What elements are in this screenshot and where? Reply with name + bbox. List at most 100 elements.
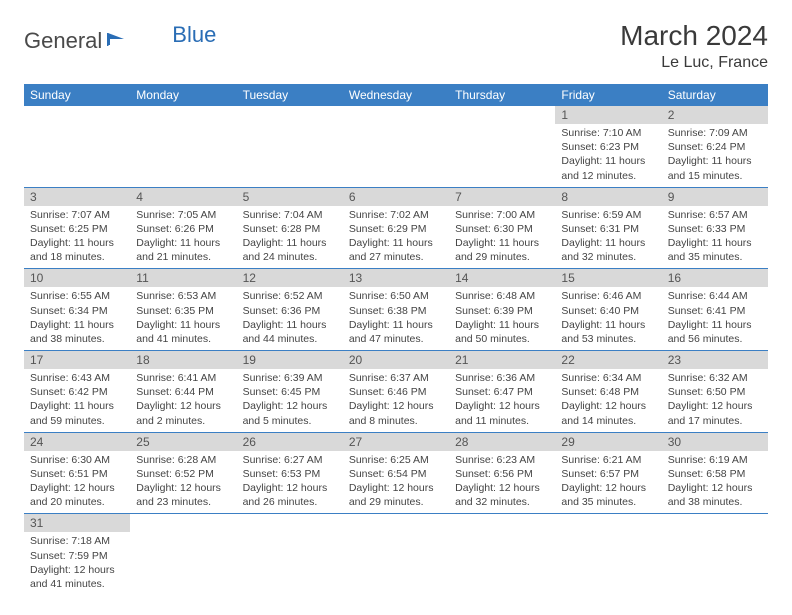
sunrise-line: Sunrise: 7:02 AM [349, 208, 443, 222]
sunrise-line: Sunrise: 6:37 AM [349, 371, 443, 385]
calendar-day-cell [237, 106, 343, 187]
calendar-day-cell [24, 106, 130, 187]
weekday-header: Thursday [449, 84, 555, 106]
calendar-day-cell: 6Sunrise: 7:02 AMSunset: 6:29 PMDaylight… [343, 187, 449, 269]
day-details: Sunrise: 7:09 AMSunset: 6:24 PMDaylight:… [662, 124, 768, 187]
day-details: Sunrise: 6:46 AMSunset: 6:40 PMDaylight:… [555, 287, 661, 350]
day-details: Sunrise: 6:27 AMSunset: 6:53 PMDaylight:… [237, 451, 343, 514]
day-details: Sunrise: 6:43 AMSunset: 6:42 PMDaylight:… [24, 369, 130, 432]
day-number: 17 [24, 351, 130, 369]
sunset-line: Sunset: 6:48 PM [561, 385, 655, 399]
calendar-day-cell: 18Sunrise: 6:41 AMSunset: 6:44 PMDayligh… [130, 351, 236, 433]
calendar-day-cell: 17Sunrise: 6:43 AMSunset: 6:42 PMDayligh… [24, 351, 130, 433]
sunset-line: Sunset: 6:53 PM [243, 467, 337, 481]
day-details: Sunrise: 7:10 AMSunset: 6:23 PMDaylight:… [555, 124, 661, 187]
daylight-line: Daylight: 12 hours and 23 minutes. [136, 481, 230, 509]
sunset-line: Sunset: 7:59 PM [30, 549, 124, 563]
sunrise-line: Sunrise: 7:09 AM [668, 126, 762, 140]
sunset-line: Sunset: 6:44 PM [136, 385, 230, 399]
calendar-week-row: 17Sunrise: 6:43 AMSunset: 6:42 PMDayligh… [24, 351, 768, 433]
calendar-day-cell: 1Sunrise: 7:10 AMSunset: 6:23 PMDaylight… [555, 106, 661, 187]
weekday-header: Saturday [662, 84, 768, 106]
daylight-line: Daylight: 12 hours and 38 minutes. [668, 481, 762, 509]
sunrise-line: Sunrise: 6:39 AM [243, 371, 337, 385]
daylight-line: Daylight: 11 hours and 53 minutes. [561, 318, 655, 346]
weekday-header: Wednesday [343, 84, 449, 106]
calendar-day-cell [449, 106, 555, 187]
day-details: Sunrise: 7:07 AMSunset: 6:25 PMDaylight:… [24, 206, 130, 269]
sunrise-line: Sunrise: 6:25 AM [349, 453, 443, 467]
weekday-header-row: Sunday Monday Tuesday Wednesday Thursday… [24, 84, 768, 106]
sunset-line: Sunset: 6:50 PM [668, 385, 762, 399]
calendar-day-cell: 31Sunrise: 7:18 AMSunset: 7:59 PMDayligh… [24, 514, 130, 595]
day-number: 9 [662, 188, 768, 206]
calendar-week-row: 1Sunrise: 7:10 AMSunset: 6:23 PMDaylight… [24, 106, 768, 187]
day-details: Sunrise: 7:05 AMSunset: 6:26 PMDaylight:… [130, 206, 236, 269]
calendar-day-cell: 16Sunrise: 6:44 AMSunset: 6:41 PMDayligh… [662, 269, 768, 351]
day-details: Sunrise: 6:41 AMSunset: 6:44 PMDaylight:… [130, 369, 236, 432]
day-number: 6 [343, 188, 449, 206]
location: Le Luc, France [620, 54, 768, 72]
title-block: March 2024 Le Luc, France [620, 20, 768, 72]
calendar-day-cell: 14Sunrise: 6:48 AMSunset: 6:39 PMDayligh… [449, 269, 555, 351]
calendar-day-cell [555, 514, 661, 595]
calendar-day-cell: 5Sunrise: 7:04 AMSunset: 6:28 PMDaylight… [237, 187, 343, 269]
sunrise-line: Sunrise: 6:46 AM [561, 289, 655, 303]
calendar-day-cell: 15Sunrise: 6:46 AMSunset: 6:40 PMDayligh… [555, 269, 661, 351]
day-number: 28 [449, 433, 555, 451]
sunset-line: Sunset: 6:29 PM [349, 222, 443, 236]
day-details: Sunrise: 6:57 AMSunset: 6:33 PMDaylight:… [662, 206, 768, 269]
day-details: Sunrise: 6:23 AMSunset: 6:56 PMDaylight:… [449, 451, 555, 514]
sunrise-line: Sunrise: 7:05 AM [136, 208, 230, 222]
day-details: Sunrise: 6:55 AMSunset: 6:34 PMDaylight:… [24, 287, 130, 350]
daylight-line: Daylight: 11 hours and 44 minutes. [243, 318, 337, 346]
day-number: 21 [449, 351, 555, 369]
sunset-line: Sunset: 6:45 PM [243, 385, 337, 399]
calendar-week-row: 31Sunrise: 7:18 AMSunset: 7:59 PMDayligh… [24, 514, 768, 595]
calendar-table: Sunday Monday Tuesday Wednesday Thursday… [24, 84, 768, 595]
calendar-day-cell: 22Sunrise: 6:34 AMSunset: 6:48 PMDayligh… [555, 351, 661, 433]
daylight-line: Daylight: 12 hours and 2 minutes. [136, 399, 230, 427]
daylight-line: Daylight: 12 hours and 14 minutes. [561, 399, 655, 427]
calendar-day-cell: 25Sunrise: 6:28 AMSunset: 6:52 PMDayligh… [130, 432, 236, 514]
sunset-line: Sunset: 6:23 PM [561, 140, 655, 154]
calendar-day-cell: 4Sunrise: 7:05 AMSunset: 6:26 PMDaylight… [130, 187, 236, 269]
sunset-line: Sunset: 6:54 PM [349, 467, 443, 481]
sunrise-line: Sunrise: 6:57 AM [668, 208, 762, 222]
day-details: Sunrise: 6:34 AMSunset: 6:48 PMDaylight:… [555, 369, 661, 432]
calendar-day-cell [662, 514, 768, 595]
sunset-line: Sunset: 6:52 PM [136, 467, 230, 481]
calendar-day-cell: 9Sunrise: 6:57 AMSunset: 6:33 PMDaylight… [662, 187, 768, 269]
calendar-day-cell [343, 514, 449, 595]
day-number: 1 [555, 106, 661, 124]
daylight-line: Daylight: 11 hours and 50 minutes. [455, 318, 549, 346]
day-number: 11 [130, 269, 236, 287]
sunrise-line: Sunrise: 6:53 AM [136, 289, 230, 303]
daylight-line: Daylight: 12 hours and 26 minutes. [243, 481, 337, 509]
daylight-line: Daylight: 12 hours and 29 minutes. [349, 481, 443, 509]
flag-icon [106, 31, 130, 52]
day-details: Sunrise: 6:59 AMSunset: 6:31 PMDaylight:… [555, 206, 661, 269]
daylight-line: Daylight: 11 hours and 38 minutes. [30, 318, 124, 346]
sunset-line: Sunset: 6:51 PM [30, 467, 124, 481]
calendar-day-cell: 28Sunrise: 6:23 AMSunset: 6:56 PMDayligh… [449, 432, 555, 514]
sunrise-line: Sunrise: 7:00 AM [455, 208, 549, 222]
day-number: 26 [237, 433, 343, 451]
day-details: Sunrise: 7:04 AMSunset: 6:28 PMDaylight:… [237, 206, 343, 269]
day-number: 31 [24, 514, 130, 532]
calendar-day-cell: 12Sunrise: 6:52 AMSunset: 6:36 PMDayligh… [237, 269, 343, 351]
calendar-day-cell: 23Sunrise: 6:32 AMSunset: 6:50 PMDayligh… [662, 351, 768, 433]
sunrise-line: Sunrise: 6:23 AM [455, 453, 549, 467]
day-number: 14 [449, 269, 555, 287]
sunrise-line: Sunrise: 6:32 AM [668, 371, 762, 385]
day-details: Sunrise: 6:28 AMSunset: 6:52 PMDaylight:… [130, 451, 236, 514]
weekday-header: Friday [555, 84, 661, 106]
sunset-line: Sunset: 6:47 PM [455, 385, 549, 399]
sunrise-line: Sunrise: 6:52 AM [243, 289, 337, 303]
daylight-line: Daylight: 12 hours and 17 minutes. [668, 399, 762, 427]
day-number: 5 [237, 188, 343, 206]
day-number: 18 [130, 351, 236, 369]
sunset-line: Sunset: 6:35 PM [136, 304, 230, 318]
calendar-day-cell: 10Sunrise: 6:55 AMSunset: 6:34 PMDayligh… [24, 269, 130, 351]
daylight-line: Daylight: 11 hours and 56 minutes. [668, 318, 762, 346]
